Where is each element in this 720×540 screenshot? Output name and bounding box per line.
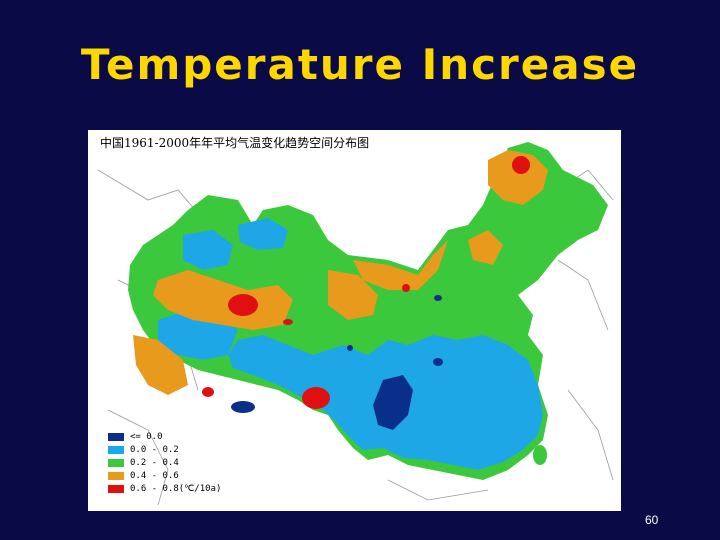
legend-item: 0.2 - 0.4 — [108, 456, 221, 469]
region-red-northeast — [512, 156, 530, 174]
region-red-small — [402, 284, 410, 292]
slide-title: Temperature Increase — [80, 40, 640, 89]
china-temperature-map: 中国1961-2000年年平均气温变化趋势空间分布图 <= 0.0 0.0 - … — [88, 130, 621, 511]
region-darkblue-small2 — [434, 295, 442, 301]
legend-swatch — [108, 432, 124, 441]
legend-item: 0.4 - 0.6 — [108, 469, 221, 482]
legend-swatch — [108, 445, 124, 454]
region-orange-tibet-west — [133, 335, 188, 395]
region-blue-northwest — [238, 218, 288, 250]
region-red-tibet-west — [202, 387, 214, 397]
region-orange-ne2 — [468, 230, 503, 265]
legend-item: <= 0.0 — [108, 430, 221, 443]
legend-label: 0.6 - 0.8(℃/10a) — [130, 483, 222, 494]
map-caption: 中国1961-2000年年平均气温变化趋势空间分布图 — [100, 136, 370, 150]
region-red-tibet — [302, 387, 330, 409]
map-graphic — [97, 142, 614, 506]
region-orange-qinghai — [328, 270, 378, 320]
legend-label: 0.4 - 0.6 — [130, 470, 179, 481]
map-legend: <= 0.0 0.0 - 0.2 0.2 - 0.4 0.4 - 0.6 0.6… — [108, 430, 221, 495]
legend-label: <= 0.0 — [130, 431, 163, 442]
region-orange-xinjiang — [153, 270, 293, 330]
region-orange-innermongolia — [353, 240, 448, 290]
region-orange-northeast — [488, 150, 548, 205]
legend-label: 0.0 - 0.2 — [130, 444, 179, 455]
legend-swatch — [108, 471, 124, 480]
region-darkblue-tibet — [231, 401, 255, 413]
legend-label: 0.2 - 0.4 — [130, 457, 179, 468]
region-blue-north — [183, 230, 233, 270]
region-red-xinjiang — [228, 294, 258, 316]
region-red-small2 — [283, 319, 293, 325]
region-darkblue-small1 — [433, 358, 443, 366]
page-number: 60 — [645, 513, 659, 527]
region-hainan — [533, 445, 547, 465]
region-darkblue-sichuan — [373, 375, 413, 430]
legend-item: 0.6 - 0.8(℃/10a) — [108, 482, 221, 495]
legend-item: 0.0 - 0.2 — [108, 443, 221, 456]
region-darkblue-small3 — [347, 345, 353, 351]
legend-swatch — [108, 458, 124, 467]
legend-swatch — [108, 484, 124, 493]
